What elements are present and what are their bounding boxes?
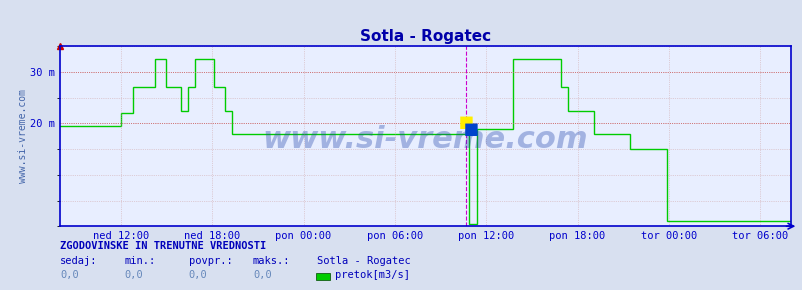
Text: 0,0: 0,0 — [60, 270, 79, 280]
Y-axis label: www.si-vreme.com: www.si-vreme.com — [18, 89, 27, 183]
Text: www.si-vreme.com: www.si-vreme.com — [262, 125, 588, 154]
Text: 0,0: 0,0 — [124, 270, 143, 280]
Text: min.:: min.: — [124, 256, 156, 266]
Text: 0,0: 0,0 — [253, 270, 271, 280]
Text: Sotla - Rogatec: Sotla - Rogatec — [317, 256, 411, 266]
Text: pretok[m3/s]: pretok[m3/s] — [334, 270, 409, 280]
Text: ▪: ▪ — [462, 117, 479, 141]
Text: sedaj:: sedaj: — [60, 256, 98, 266]
Text: 0,0: 0,0 — [188, 270, 207, 280]
Title: Sotla - Rogatec: Sotla - Rogatec — [359, 29, 491, 44]
Text: ▪: ▪ — [456, 110, 474, 134]
Text: ZGODOVINSKE IN TRENUTNE VREDNOSTI: ZGODOVINSKE IN TRENUTNE VREDNOSTI — [60, 241, 266, 251]
Text: maks.:: maks.: — [253, 256, 290, 266]
Text: povpr.:: povpr.: — [188, 256, 232, 266]
